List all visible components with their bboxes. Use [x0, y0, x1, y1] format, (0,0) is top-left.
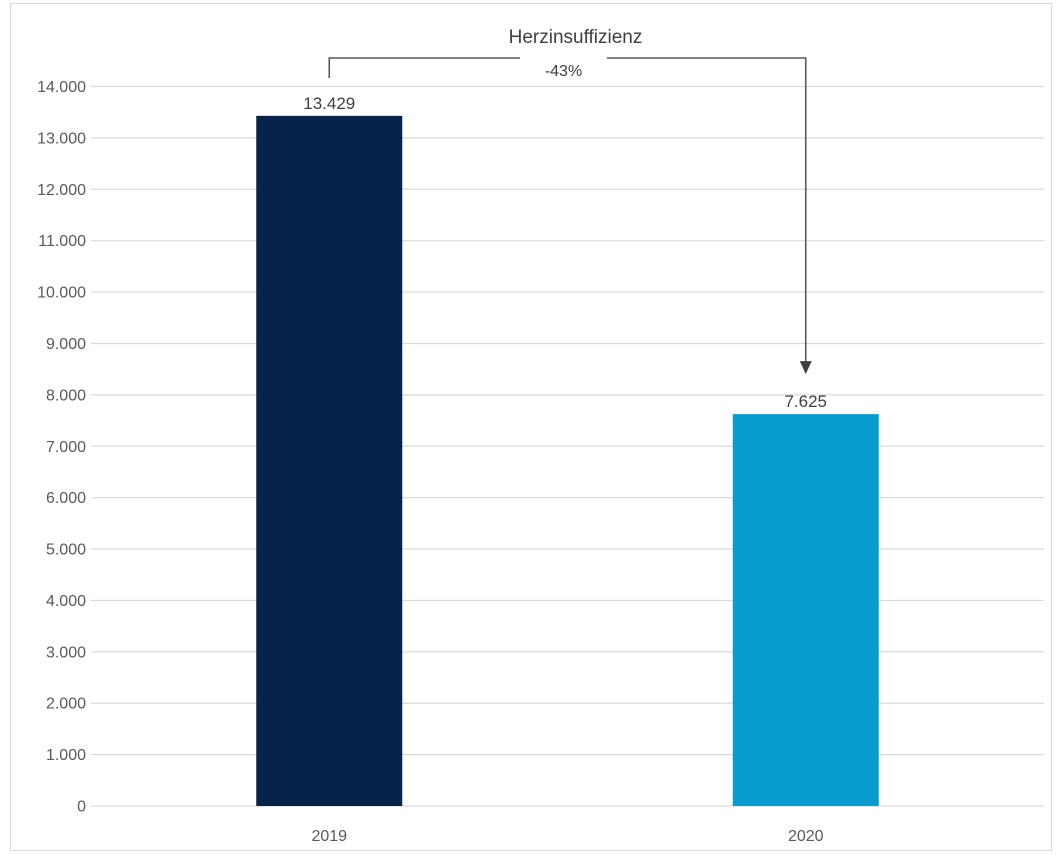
y-tick-label: 10.000 [37, 285, 86, 302]
x-axis-tick-labels: 2019 2020 [311, 828, 823, 845]
y-tick-label: 9.000 [46, 336, 86, 353]
x-tick-label: 2019 [311, 828, 347, 845]
y-tick-label: 13.000 [37, 130, 86, 147]
y-tick-label: 2.000 [46, 696, 86, 713]
y-tick-label: 0 [77, 799, 86, 816]
y-tick-label: 4.000 [46, 593, 86, 610]
y-tick-label: 12.000 [37, 182, 86, 199]
chart-area: 0 1.000 2.000 3.000 4.000 5.000 6.000 7.000 8.00… [10, 3, 1052, 851]
y-tick-label: 3.000 [46, 644, 86, 661]
change-annotation: Herzinsuffizienz -43% [328, 27, 812, 375]
annotation-bracket-left [328, 57, 520, 78]
annotation-change-label: -43% [545, 63, 582, 80]
x-tick-label: 2020 [788, 828, 824, 845]
y-tick-label: 7.000 [46, 439, 86, 456]
bars [256, 115, 879, 806]
y-tick-label: 6.000 [46, 490, 86, 507]
y-tick-label: 14.000 [37, 79, 86, 96]
y-axis-tick-labels: 0 1.000 2.000 3.000 4.000 5.000 6.000 7.000 8.00… [37, 79, 86, 816]
bar-2020 [732, 414, 879, 806]
y-tick-label: 1.000 [46, 747, 86, 764]
data-label: 7.625 [784, 392, 827, 411]
bar-2019 [256, 115, 403, 806]
y-tick-label: 5.000 [46, 542, 86, 559]
bar-chart: 0 1.000 2.000 3.000 4.000 5.000 6.000 7.000 8.00… [37, 27, 1044, 845]
arrow-down-icon [799, 361, 812, 375]
annotation-title: Herzinsuffizienz [509, 27, 643, 48]
data-label: 13.429 [303, 94, 355, 113]
y-tick-label: 8.000 [46, 387, 86, 404]
data-labels: 13.429 7.625 [303, 94, 827, 411]
annotation-bracket-right [607, 57, 807, 363]
gridlines [91, 85, 1044, 807]
y-tick-label: 11.000 [38, 233, 86, 250]
